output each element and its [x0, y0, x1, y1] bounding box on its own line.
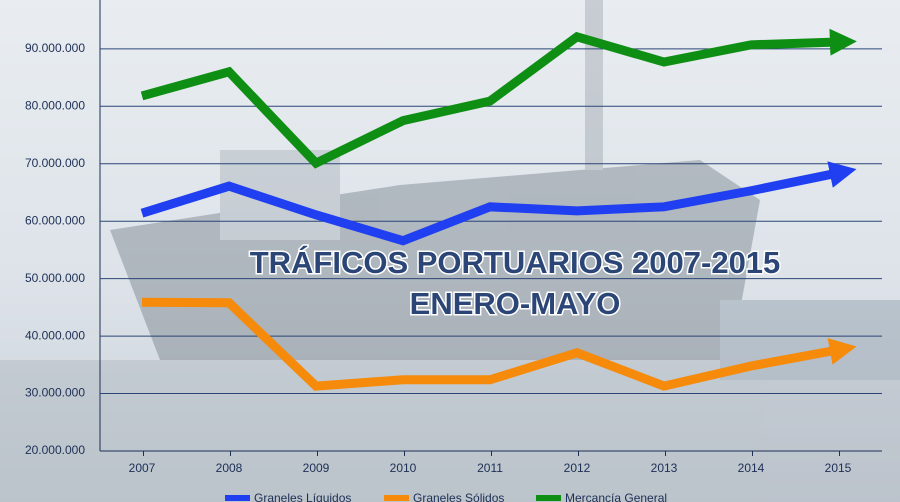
x-tick-label: 2014: [738, 461, 765, 475]
x-tick-label: 2015: [825, 461, 852, 475]
legend-label: Mercancía General: [565, 491, 667, 502]
y-tick-label: 80.000.000: [25, 98, 85, 112]
x-tick-label: 2012: [564, 461, 591, 475]
y-tick-label: 50.000.000: [25, 271, 85, 285]
series-line: [140, 28, 857, 169]
series-line: [140, 161, 857, 246]
x-tick-label: 2007: [129, 461, 156, 475]
x-tick-label: 2013: [651, 461, 678, 475]
y-tick-label: 90.000.000: [25, 41, 85, 55]
y-tick-label: 60.000.000: [25, 213, 85, 227]
y-tick-label: 40.000.000: [25, 328, 85, 342]
x-tick-label: 2011: [477, 461, 503, 475]
chart-title: TRÁFICOS PORTUARIOS 2007-2015: [250, 245, 781, 280]
legend-label: Graneles Líquidos: [254, 491, 351, 502]
chart-subtitle: ENERO-MAYO: [410, 286, 621, 321]
series-line: [141, 297, 857, 391]
y-tick-label: 30.000.000: [25, 386, 85, 400]
y-tick-label: 20.000.000: [25, 443, 85, 457]
x-tick-label: 2009: [303, 461, 330, 475]
x-tick-label: 2010: [390, 461, 417, 475]
legend-label: Graneles Sólidos: [413, 491, 504, 502]
x-tick-label: 2008: [216, 461, 243, 475]
y-tick-label: 70.000.000: [25, 156, 85, 170]
